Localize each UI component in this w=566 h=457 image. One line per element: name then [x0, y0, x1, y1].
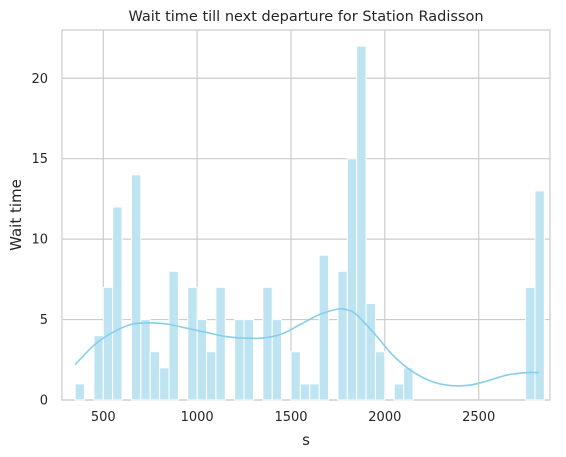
histogram-bar: [309, 383, 320, 401]
histogram-bar: [187, 286, 198, 401]
y-axis-label: Wait time: [7, 179, 25, 251]
histogram-bar: [168, 270, 179, 401]
histogram-bar: [525, 286, 536, 401]
histogram-bar: [74, 383, 86, 401]
x-tick-label: 1500: [274, 410, 307, 425]
histogram-bar: [393, 383, 405, 401]
histogram-bar: [206, 351, 217, 401]
chart-title: Wait time till next departure for Statio…: [128, 9, 483, 25]
histogram-bar: [290, 351, 301, 401]
histogram-bar: [346, 158, 358, 401]
histogram-bar: [356, 45, 367, 401]
x-tick-label: 2000: [368, 410, 401, 425]
histogram-bar: [337, 270, 348, 401]
histogram-bar: [159, 367, 170, 401]
histogram-bar: [534, 190, 545, 401]
bars-layer: [74, 45, 545, 401]
histogram-bar: [149, 351, 161, 401]
y-tick-label: 5: [40, 313, 48, 328]
histogram-bar: [403, 367, 414, 401]
histogram-bar: [262, 286, 273, 401]
kde-layer: [74, 307, 539, 387]
histogram-bar: [318, 254, 330, 401]
histogram-bar: [243, 319, 254, 401]
histogram-bar: [271, 319, 283, 401]
x-axis-label: s: [302, 431, 310, 449]
histogram-bar: [112, 206, 123, 401]
y-tick-label: 15: [31, 152, 48, 167]
histogram-bar: [130, 174, 142, 401]
ticks-layer: 500 1000 1500 2000 2500 0 5 10 15 20: [31, 72, 495, 425]
y-tick-label: 10: [31, 233, 48, 248]
x-tick-label: 2500: [462, 410, 495, 425]
histogram-bar: [365, 302, 376, 401]
histogram-bar: [140, 319, 151, 401]
histogram-bar: [215, 286, 226, 401]
x-tick-label: 1000: [181, 410, 214, 425]
histogram-bar: [93, 335, 104, 401]
histogram-bar: [102, 286, 114, 401]
kde-curve: [74, 307, 539, 387]
y-tick-label: 0: [40, 394, 48, 409]
histogram-bar: [299, 383, 311, 401]
y-tick-label: 20: [31, 72, 48, 87]
histogram-bar: [374, 351, 386, 401]
histogram-bar: [234, 319, 245, 401]
x-tick-label: 500: [91, 410, 116, 425]
